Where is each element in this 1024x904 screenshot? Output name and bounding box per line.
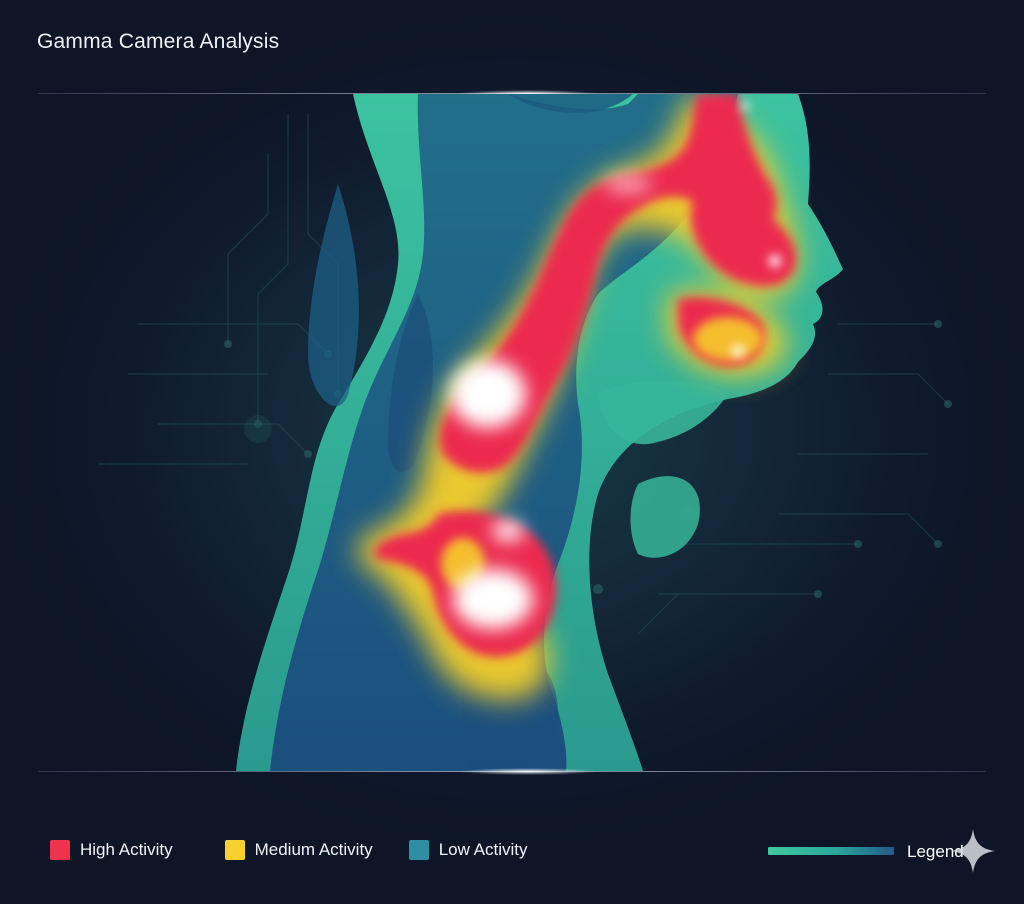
legend-label-high: High Activity (80, 840, 173, 859)
high-activity-swatch (50, 840, 70, 860)
page-title: Gamma Camera Analysis (37, 30, 280, 53)
legend-label-medium: Medium Activity (254, 840, 373, 859)
legend-key-label: Legend (907, 842, 964, 861)
medium-activity-swatch (224, 840, 245, 860)
legend-item-medium: Medium Activity (224, 840, 373, 860)
legend-label-low: Low Activity (438, 840, 528, 859)
legend: High Activity Medium Activity Low Activi… (50, 840, 564, 860)
gamma-scan-image (38, 94, 986, 771)
legend-key: Legend (768, 829, 996, 873)
sparkle-icon (951, 829, 995, 873)
bottom-divider (38, 768, 986, 775)
peak-activity-cores (450, 175, 652, 629)
legend-item-high: High Activity (50, 840, 173, 860)
peak-activity-sparks (732, 102, 781, 357)
low-activity-swatch (408, 840, 429, 860)
activity-gradient-bar (768, 847, 894, 855)
legend-item-low: Low Activity (408, 840, 528, 860)
top-divider (38, 90, 986, 97)
